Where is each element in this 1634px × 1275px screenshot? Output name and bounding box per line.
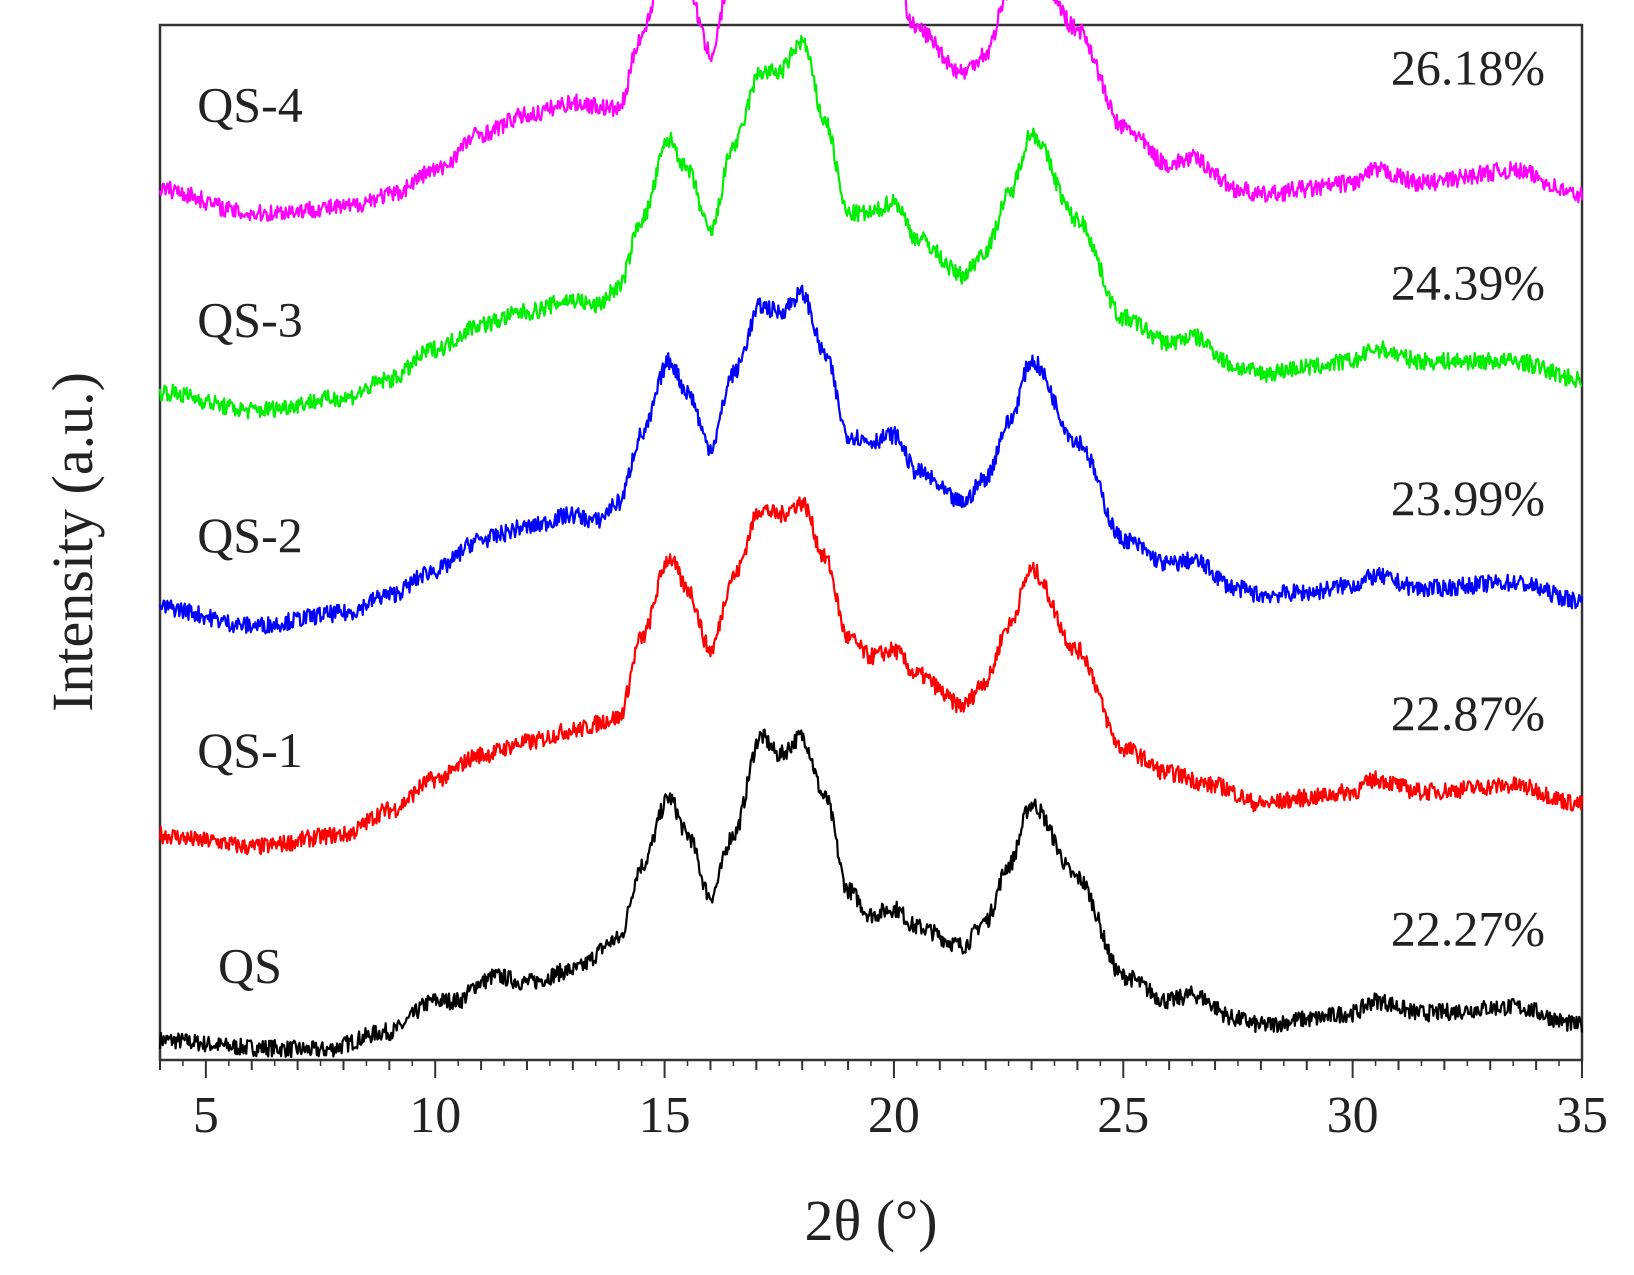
x-axis-ticks <box>159 1060 1583 1078</box>
crystallinity-label-qs-1: 22.87% <box>1391 685 1545 741</box>
x-tick-label: 20 <box>868 1087 920 1144</box>
crystallinity-label-qs-2: 23.99% <box>1391 470 1545 526</box>
x-axis-tick-labels: 5 10 15 20 25 30 35 <box>193 1087 1608 1144</box>
series-line-qs-4 <box>158 0 1584 222</box>
series-line-qs <box>158 728 1584 1059</box>
series-label-qs-3: QS-3 <box>197 292 303 348</box>
series-labels: QS QS-1 QS-2 QS-3 QS-4 <box>197 76 303 993</box>
series-label-qs: QS <box>218 937 282 993</box>
x-tick-label: 25 <box>1097 1087 1149 1144</box>
crystallinity-label-qs-3: 24.39% <box>1391 255 1545 311</box>
series-line-qs-1 <box>158 496 1584 856</box>
series-label-qs-2: QS-2 <box>197 507 303 563</box>
crystallinity-label-qs: 22.27% <box>1391 900 1545 956</box>
series-label-qs-4: QS-4 <box>197 76 303 132</box>
x-tick-label: 10 <box>409 1087 461 1144</box>
x-tick-label: 35 <box>1556 1087 1608 1144</box>
series-line-qs-3 <box>158 34 1583 420</box>
crystallinity-labels: 22.27% 22.87% 23.99% 24.39% 26.18% <box>1391 39 1545 956</box>
x-tick-label: 30 <box>1327 1087 1379 1144</box>
series-lines <box>158 0 1584 1059</box>
x-axis-label: 2θ (°) <box>804 1188 937 1253</box>
series-line-qs-2 <box>158 284 1584 635</box>
plot-frame <box>158 23 1584 1062</box>
series-label-qs-1: QS-1 <box>197 722 303 778</box>
crystallinity-label-qs-4: 26.18% <box>1391 39 1545 95</box>
y-axis-label: Intensity (a.u.) <box>40 372 105 712</box>
x-tick-label: 15 <box>639 1087 691 1144</box>
x-tick-label: 5 <box>193 1087 219 1144</box>
